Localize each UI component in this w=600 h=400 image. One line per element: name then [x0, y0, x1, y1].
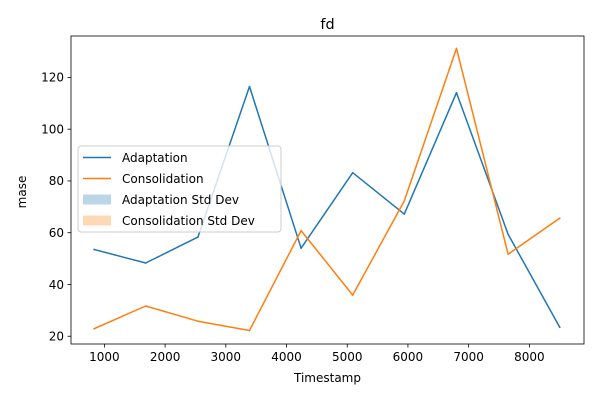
y-tick-label: 60 — [49, 226, 64, 240]
plot-area — [70, 35, 585, 345]
data-point-consolidation — [93, 327, 95, 330]
data-point-consolidation — [351, 294, 354, 296]
legend-label-band-1: Adaptation Std Dev — [122, 193, 239, 207]
data-point-consolidation — [197, 320, 199, 322]
data-point-consolidation — [403, 200, 406, 202]
data-point-consolidation — [507, 253, 509, 255]
legend-swatch-band-2 — [83, 215, 111, 226]
x-tick-label: 1000 — [89, 350, 120, 364]
data-point-adaptation — [351, 171, 354, 174]
data-point-consolidation — [558, 217, 561, 219]
y-tick-label: 80 — [49, 174, 64, 188]
data-point-adaptation — [455, 91, 458, 94]
x-tick-label: 2000 — [150, 350, 181, 364]
x-tick-label: 3000 — [211, 350, 242, 364]
chart-title: fd — [320, 17, 334, 33]
series-line-consolidation — [93, 47, 561, 332]
legend-label-band-2: Consolidation Std Dev — [122, 214, 255, 228]
data-point-adaptation — [558, 326, 561, 328]
axes-frame — [70, 35, 585, 345]
x-tick-label: 5000 — [332, 350, 363, 364]
legend: Adaptation Consolidation Adaptation Std De… — [77, 145, 282, 233]
data-point-adaptation — [403, 213, 406, 215]
x-axis: 1000 2000 3000 4000 5000 6000 7000 8000 — [89, 344, 545, 364]
y-tick-label: 120 — [41, 71, 64, 85]
data-point-consolidation — [248, 329, 251, 332]
data-point-adaptation — [300, 247, 302, 249]
data-point-adaptation — [507, 233, 509, 236]
data-point-adaptation — [248, 85, 251, 88]
data-point-adaptation — [144, 262, 147, 264]
legend-box — [77, 145, 282, 233]
x-axis-label: Timestamp — [293, 371, 361, 385]
legend-label-adaptation: Adaptation — [122, 151, 188, 165]
data-point-consolidation — [144, 305, 147, 307]
legend-label-consolidation: Consolidation — [122, 172, 204, 186]
data-point-consolidation — [300, 229, 302, 232]
data-point-consolidation — [455, 47, 458, 50]
y-tick-label: 100 — [41, 122, 64, 136]
data-point-adaptation — [93, 248, 95, 251]
x-tick-label: 8000 — [514, 350, 545, 364]
x-tick-label: 4000 — [271, 350, 302, 364]
legend-swatch-band-1 — [83, 194, 111, 205]
y-axis: 20 40 60 80 100 120 — [41, 71, 71, 344]
y-tick-label: 20 — [49, 330, 64, 344]
data-point-adaptation — [197, 236, 199, 238]
y-axis-label: mase — [15, 176, 29, 209]
y-tick-label: 40 — [49, 278, 64, 292]
x-tick-label: 6000 — [393, 350, 424, 364]
x-tick-label: 7000 — [453, 350, 484, 364]
series-line-adaptation — [93, 85, 561, 329]
